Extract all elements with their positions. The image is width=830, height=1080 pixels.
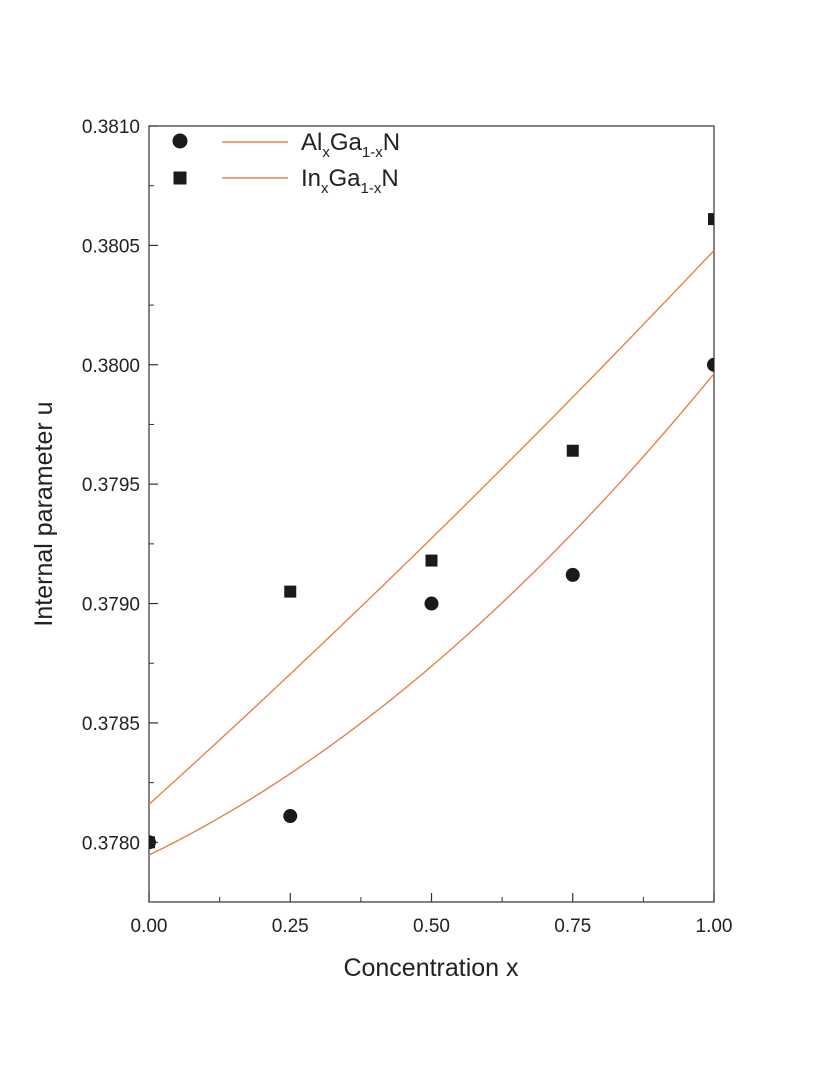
y-axis-title: Internal parameter u xyxy=(30,401,58,626)
x-tick-label: 1.00 xyxy=(696,916,733,937)
y-tick-label: 0.3805 xyxy=(82,236,140,257)
fit-line-0 xyxy=(148,373,715,856)
point-square xyxy=(566,444,579,457)
legend-marker-square xyxy=(173,171,187,185)
y-tick-label: 0.3780 xyxy=(82,833,140,854)
legend-in-b-sub: 1-x xyxy=(361,180,382,197)
point-square xyxy=(149,836,155,849)
point-circle xyxy=(707,357,714,372)
y-tick-label: 0.3800 xyxy=(82,356,140,377)
legend-al-c: N xyxy=(383,129,400,156)
point-square xyxy=(708,213,714,226)
fit-line-1 xyxy=(148,249,715,805)
y-tick-label: 0.3785 xyxy=(82,714,140,735)
x-tick-label: 0.50 xyxy=(413,916,450,937)
legend-in-a-sub: x xyxy=(321,180,329,197)
x-tick-label: 0.00 xyxy=(131,916,168,937)
x-tick-label: 0.25 xyxy=(272,916,309,937)
plot-frame xyxy=(148,125,715,903)
legend-al-b-sub: 1-x xyxy=(362,144,383,161)
point-square xyxy=(284,585,297,598)
ticks xyxy=(148,125,715,903)
legend-al-a: Al xyxy=(301,129,322,156)
legend-al-b: Ga xyxy=(330,129,363,156)
legend-in-a: In xyxy=(301,165,321,192)
legend: AlxGa1-xN InxGa1-xN xyxy=(172,129,400,197)
legend-label-al: AlxGa1-xN xyxy=(301,129,400,161)
y-tick-label: 0.3790 xyxy=(82,595,140,616)
y-tick-label: 0.3795 xyxy=(82,475,140,496)
point-square xyxy=(425,554,438,567)
markers xyxy=(149,213,714,850)
point-circle xyxy=(283,809,298,824)
legend-in-c: N xyxy=(381,165,398,192)
x-axis-title: Concentration x xyxy=(343,954,519,982)
point-circle xyxy=(424,596,439,611)
y-tick-label: 0.3810 xyxy=(82,117,140,138)
tick-labels: 0.00 0.25 0.50 0.75 1.00 0.3780 0.3785 0.3790 0.… xyxy=(82,117,733,937)
point-circle xyxy=(565,567,580,582)
legend-label-in: InxGa1-xN xyxy=(301,165,399,197)
fit-lines xyxy=(148,249,715,856)
legend-in-b: Ga xyxy=(329,165,362,192)
legend-al-a-sub: x xyxy=(322,144,330,161)
legend-marker-circle xyxy=(172,133,188,149)
x-tick-label: 0.75 xyxy=(554,916,591,937)
